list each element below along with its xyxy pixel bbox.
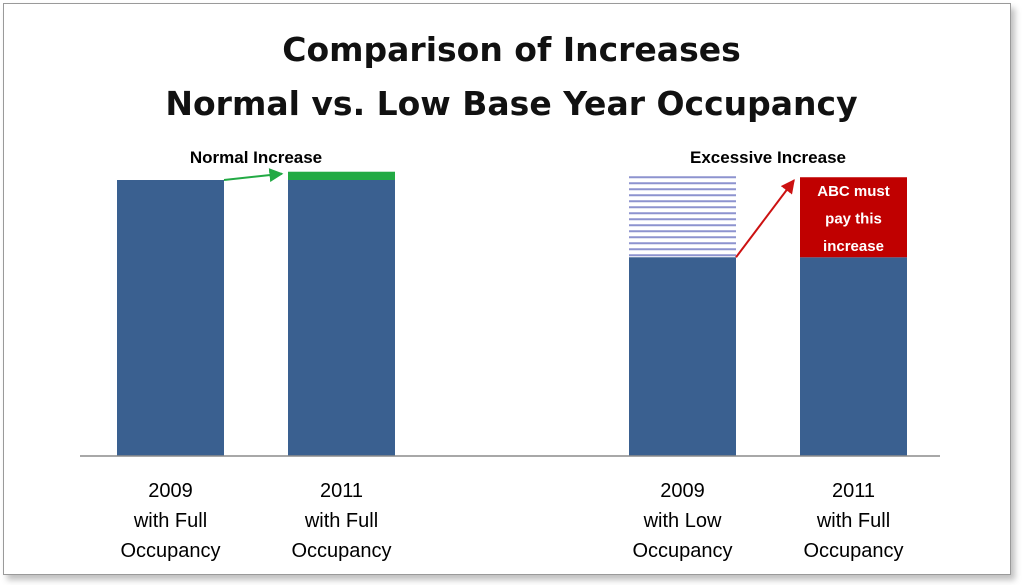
bar-2 bbox=[288, 180, 395, 456]
bar-1 bbox=[117, 180, 224, 456]
category-label: Occupancy bbox=[120, 540, 220, 562]
category-label: 2009 bbox=[148, 480, 193, 502]
increase-segment-4 bbox=[800, 177, 907, 258]
category-label: with Full bbox=[816, 510, 890, 532]
category-label: with Full bbox=[133, 510, 207, 532]
annotation-label-2: Excessive Increase bbox=[690, 148, 846, 167]
increase-hatched-3 bbox=[629, 176, 736, 257]
annotation-note-line: ABC must bbox=[817, 183, 890, 200]
category-label: Occupancy bbox=[803, 540, 903, 562]
chart-subtitle: Normal vs. Low Base Year Occupancy bbox=[165, 84, 858, 123]
category-label: 2009 bbox=[660, 480, 705, 502]
category-label: Occupancy bbox=[632, 540, 732, 562]
category-label: 2011 bbox=[320, 480, 363, 502]
category-label: 2011 bbox=[832, 480, 875, 502]
bar-3 bbox=[629, 257, 736, 456]
category-label: with Full bbox=[304, 510, 378, 532]
annotation-note-line: increase bbox=[823, 238, 884, 255]
annotation-arrow-1 bbox=[223, 168, 284, 183]
chart-title: Comparison of Increases bbox=[282, 30, 741, 69]
bar-4 bbox=[800, 257, 907, 456]
annotation-label-1: Normal Increase bbox=[190, 148, 322, 167]
category-label: with Low bbox=[643, 510, 722, 532]
annotation-note-line: pay this bbox=[825, 211, 882, 228]
increase-segment-2 bbox=[288, 171, 395, 180]
category-label: Occupancy bbox=[291, 540, 391, 562]
annotation-arrow-2 bbox=[735, 179, 795, 258]
